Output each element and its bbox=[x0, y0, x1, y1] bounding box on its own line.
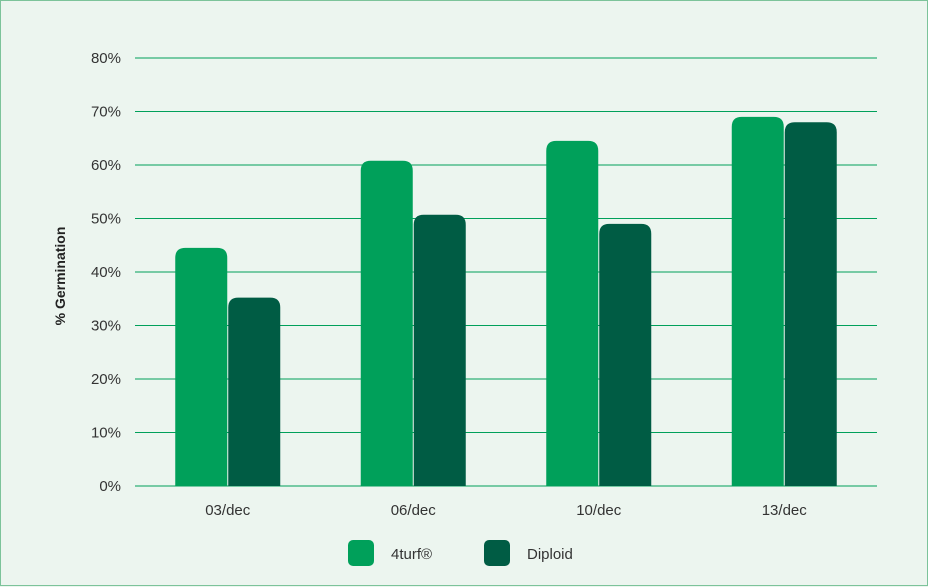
x-tick-label: 03/dec bbox=[205, 502, 251, 519]
x-tick-label: 10/dec bbox=[576, 502, 622, 519]
bar-4turf-13dec bbox=[731, 116, 784, 486]
x-tick-label: 13/dec bbox=[762, 502, 808, 519]
legend-label: Diploid bbox=[527, 546, 573, 563]
y-tick-label: 70% bbox=[91, 104, 121, 121]
y-tick-labels: 0% 10% 20% 30% 40% 50% 60% 70% 80% bbox=[91, 50, 121, 495]
bars bbox=[175, 116, 837, 487]
bar-diploid-13dec bbox=[784, 122, 837, 486]
y-tick-label: 30% bbox=[91, 318, 121, 335]
y-tick-label: 0% bbox=[99, 478, 121, 495]
bar-4turf-06dec bbox=[360, 160, 413, 486]
y-tick-label: 50% bbox=[91, 211, 121, 228]
y-tick-label: 60% bbox=[91, 157, 121, 174]
legend-label: 4turf® bbox=[391, 546, 432, 563]
x-tick-label: 06/dec bbox=[391, 502, 437, 519]
bar-diploid-06dec bbox=[413, 214, 466, 486]
x-tick-labels: 03/dec 06/dec 10/dec 13/dec bbox=[205, 502, 807, 519]
bar-diploid-03dec bbox=[228, 297, 281, 486]
bar-4turf-03dec bbox=[175, 247, 228, 486]
y-tick-label: 40% bbox=[91, 264, 121, 281]
legend-swatch bbox=[348, 540, 374, 566]
legend-swatch bbox=[484, 540, 510, 566]
y-tick-label: 80% bbox=[91, 50, 121, 67]
bar-4turf-10dec bbox=[546, 140, 599, 487]
y-tick-label: 20% bbox=[91, 371, 121, 388]
legend: 4turf® Diploid bbox=[348, 540, 573, 566]
y-tick-label: 10% bbox=[91, 425, 121, 442]
bar-diploid-10dec bbox=[599, 223, 652, 486]
y-axis-label: % Germination bbox=[52, 227, 68, 326]
